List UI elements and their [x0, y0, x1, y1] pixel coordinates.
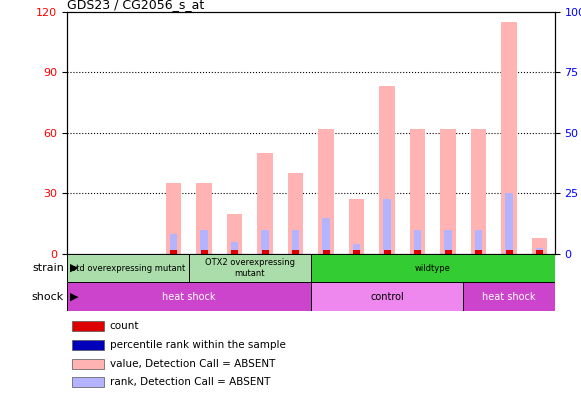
Text: ▶: ▶	[70, 263, 78, 273]
Bar	[231, 242, 238, 254]
Text: count: count	[110, 321, 139, 331]
Bar	[67, 254, 189, 282]
Text: ▶: ▶	[70, 291, 78, 302]
Bar	[383, 200, 391, 254]
Bar	[311, 282, 464, 311]
Text: shock: shock	[31, 291, 64, 302]
Bar	[471, 129, 486, 254]
Bar	[532, 238, 547, 254]
Bar	[414, 230, 421, 254]
Bar	[288, 173, 303, 254]
Text: wildtype: wildtype	[415, 264, 451, 272]
Bar	[200, 250, 207, 254]
Text: otd overexpressing mutant: otd overexpressing mutant	[71, 264, 185, 272]
Bar	[353, 244, 360, 254]
Bar	[71, 340, 104, 350]
Bar	[475, 230, 482, 254]
Text: OTX2 overexpressing
mutant: OTX2 overexpressing mutant	[205, 259, 295, 278]
Bar	[501, 22, 517, 254]
Bar	[170, 250, 177, 254]
Bar	[444, 230, 452, 254]
Text: percentile rank within the sample: percentile rank within the sample	[110, 340, 286, 350]
Text: heat shock: heat shock	[162, 291, 216, 302]
Bar	[231, 250, 238, 254]
Bar	[71, 377, 104, 387]
Bar	[196, 183, 211, 254]
Bar	[536, 250, 543, 254]
Bar	[292, 250, 299, 254]
Bar	[322, 217, 330, 254]
Bar	[414, 250, 421, 254]
Bar	[379, 86, 394, 254]
Bar	[475, 250, 482, 254]
Bar	[440, 129, 456, 254]
Text: control: control	[370, 291, 404, 302]
Bar	[261, 230, 269, 254]
Bar	[383, 250, 390, 254]
Bar	[71, 358, 104, 369]
Bar	[67, 282, 311, 311]
Bar	[311, 254, 555, 282]
Text: strain: strain	[32, 263, 64, 273]
Bar	[261, 250, 268, 254]
Bar	[444, 250, 451, 254]
Bar	[349, 200, 364, 254]
Bar	[257, 153, 272, 254]
Bar	[505, 250, 512, 254]
Bar	[505, 193, 513, 254]
Bar	[227, 213, 242, 254]
Bar	[292, 230, 299, 254]
Bar	[410, 129, 425, 254]
Text: heat shock: heat shock	[482, 291, 536, 302]
Bar	[71, 321, 104, 331]
Text: GDS23 / CG2056_s_at: GDS23 / CG2056_s_at	[67, 0, 204, 11]
Text: value, Detection Call = ABSENT: value, Detection Call = ABSENT	[110, 359, 275, 369]
Bar	[318, 129, 333, 254]
Bar	[166, 183, 181, 254]
Bar	[322, 250, 329, 254]
Bar	[200, 230, 208, 254]
Bar	[170, 234, 177, 254]
Bar	[536, 248, 543, 254]
Bar	[189, 254, 311, 282]
Bar	[353, 250, 360, 254]
Bar	[464, 282, 555, 311]
Text: rank, Detection Call = ABSENT: rank, Detection Call = ABSENT	[110, 377, 270, 387]
